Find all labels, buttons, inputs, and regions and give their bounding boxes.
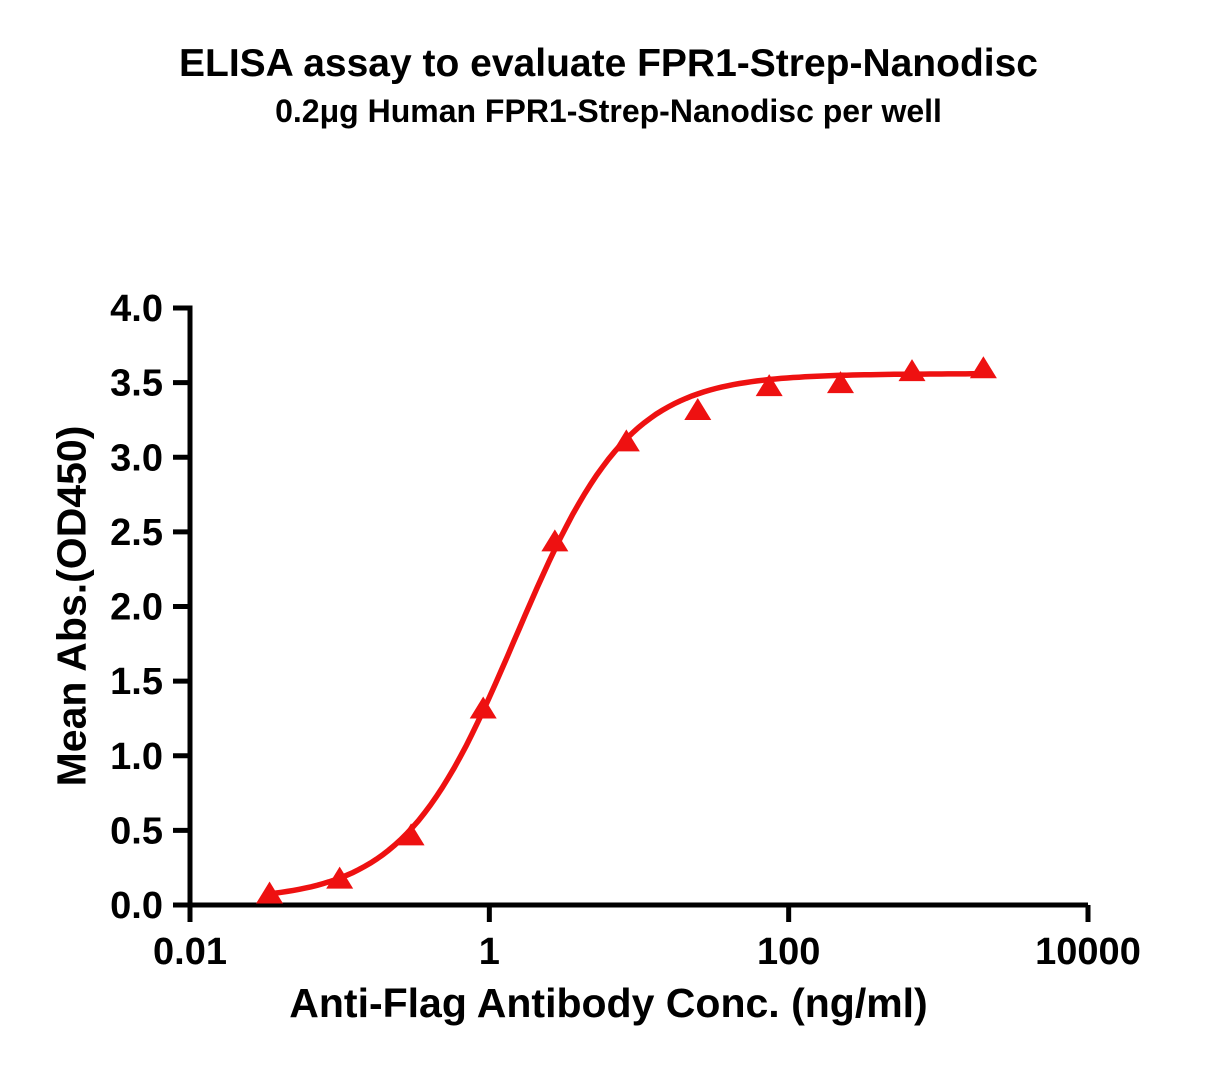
- data-point-marker: [827, 371, 855, 394]
- x-axis-label: Anti-Flag Antibody Conc. (ng/ml): [289, 980, 928, 1026]
- x-tick-label: 10000: [1035, 931, 1141, 973]
- data-point-marker: [755, 374, 783, 397]
- y-tick-label: 1.5: [110, 661, 163, 703]
- y-tick-label: 3.5: [110, 363, 163, 405]
- fit-curve: [266, 371, 987, 897]
- x-tick-label: 0.01: [153, 931, 227, 973]
- y-tick-label: 3.0: [110, 437, 163, 479]
- y-tick-label: 0.5: [110, 810, 163, 852]
- data-point-marker: [969, 356, 997, 379]
- chart-title: ELISA assay to evaluate FPR1-Strep-Nanod…: [179, 42, 1038, 85]
- x-tick-label: 1: [479, 931, 500, 973]
- y-tick-label: 2.0: [110, 587, 163, 629]
- data-point-marker: [256, 881, 284, 904]
- data-point-marker: [326, 866, 354, 889]
- y-tick-label: 4.0: [110, 288, 163, 330]
- chart-subtitle: 0.2μg Human FPR1-Strep-Nanodisc per well: [275, 93, 942, 129]
- data-point-marker: [541, 529, 569, 552]
- y-tick-label: 2.5: [110, 512, 163, 554]
- y-tick-label: 1.0: [110, 736, 163, 778]
- data-point-marker: [684, 397, 712, 420]
- data-point-marker: [397, 823, 425, 846]
- x-tick-label: 100: [757, 931, 820, 973]
- data-point-marker: [612, 429, 640, 452]
- data-point-marker: [469, 696, 497, 719]
- data-point-marker: [898, 359, 926, 382]
- axis-frame: [187, 305, 1088, 908]
- y-tick-label: 0.0: [110, 885, 163, 927]
